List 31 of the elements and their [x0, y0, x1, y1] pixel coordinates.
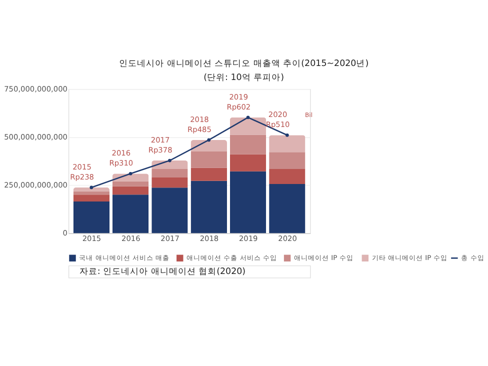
- bar: [190, 180, 227, 234]
- bar: [230, 171, 266, 234]
- chart-title: 인도네시아 애니메이션 스튜디오 매출액 추이(2015~2020년): [119, 58, 369, 69]
- bar: [112, 181, 149, 186]
- bar: [230, 134, 266, 154]
- bar: [152, 177, 188, 188]
- point: [168, 158, 172, 162]
- point: [246, 116, 250, 120]
- bar: [269, 184, 306, 234]
- bar: [73, 202, 110, 234]
- text: 자료: 인도네시아 애니메이션 협회(2020): [79, 267, 246, 278]
- bar: [73, 187, 110, 192]
- bar: [112, 194, 149, 234]
- point: [207, 138, 211, 142]
- bar: [73, 191, 110, 195]
- bar: [269, 169, 306, 184]
- point: [128, 172, 132, 176]
- bar: [230, 154, 266, 172]
- bar: [190, 151, 227, 168]
- bar: [152, 169, 188, 178]
- bar: [112, 186, 149, 195]
- bar: [269, 135, 306, 152]
- point: [286, 133, 289, 137]
- bar: [152, 188, 188, 234]
- point: [90, 186, 94, 190]
- bar: [190, 168, 227, 181]
- bar: [230, 117, 266, 135]
- bar: [73, 194, 110, 202]
- bar: [190, 140, 227, 152]
- bar: [269, 152, 306, 170]
- chart-subtitle: (단위: 10억 루피아): [204, 72, 284, 83]
